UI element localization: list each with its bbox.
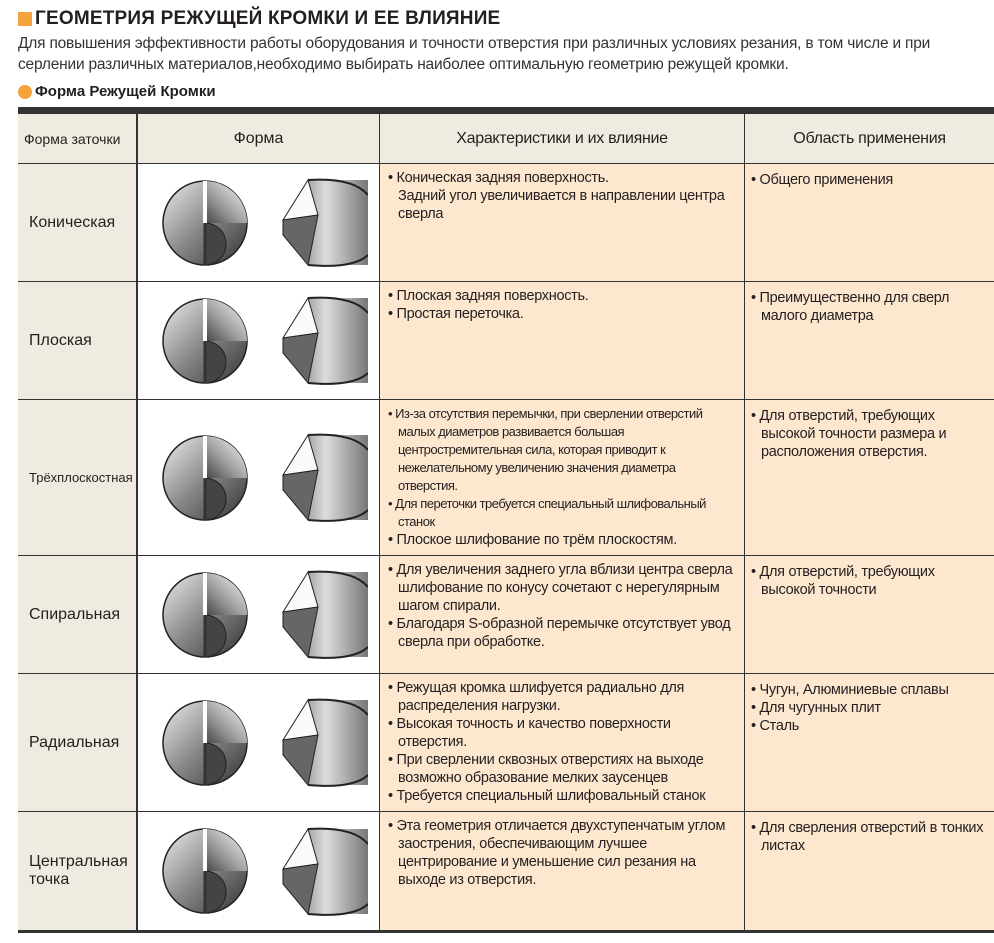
shape-illustration (138, 282, 380, 399)
shape-name: Спиральная (18, 556, 138, 673)
table-header: Форма заточки Форма Характеристики и их … (18, 114, 994, 164)
characteristics-cell: • Плоская задняя поверхность. • Простая п… (380, 282, 745, 399)
shape-illustration (138, 812, 380, 930)
application-cell: • Для сверления отверстий в тонких листа… (745, 812, 994, 930)
drill-side-view-icon (282, 296, 368, 385)
table-row: Спиральная • Для увеличения заднего угла … (18, 556, 994, 674)
page-title: ГЕОМЕТРИЯ РЕЖУЩЕЙ КРОМКИ И ЕЕ ВЛИЯНИЕ (18, 7, 994, 31)
characteristics-cell: • Коническая задняя поверхность. Задний у… (380, 164, 745, 281)
shape-illustration (138, 674, 380, 811)
table-row: Коническая • Коническая задняя поверхност… (18, 164, 994, 282)
characteristic-item: • Плоская задняя поверхность. (388, 288, 589, 304)
application-cell: • Преимущественно для сверл малого диаме… (745, 282, 994, 399)
drill-front-view-icon (162, 179, 248, 266)
header-cell: Форма (138, 114, 380, 163)
characteristic-item: • Для переточки требуется специальный шл… (388, 496, 706, 529)
characteristic-item: • Из-за отсутствия перемычки, при сверле… (388, 406, 703, 493)
section-subtitle: Форма Режущей Кромки (18, 83, 994, 101)
shape-illustration (138, 556, 380, 673)
circle-bullet-icon (18, 85, 32, 99)
table-body: Коническая • Коническая задняя поверхност… (18, 164, 994, 930)
cutting-edge-table: Форма заточки Форма Характеристики и их … (18, 107, 994, 933)
subtitle-text: Форма Режущей Кромки (35, 83, 216, 100)
characteristic-item: Задний угол увеличивается в направлении … (398, 188, 725, 222)
application-cell: • Чугун, Алюминиевые сплавы • Для чугунны… (745, 674, 994, 811)
table-row: Радиальная • Режущая кромка шлифуется рад… (18, 674, 994, 812)
characteristic-item: • Высокая точность и качество поверхност… (388, 716, 671, 750)
characteristic-item: • Эта геометрия отличается двухступенчат… (388, 818, 726, 888)
table-row: Центральная точка • Эта геометрия отличае… (18, 812, 994, 930)
application-item: • Чугун, Алюминиевые сплавы (751, 682, 949, 698)
shape-name: Плоская (18, 282, 138, 399)
drill-front-view-icon (162, 571, 248, 658)
drill-front-view-icon (162, 828, 248, 914)
characteristic-item: • Коническая задняя поверхность. (388, 170, 609, 186)
square-bullet-icon (18, 12, 32, 26)
shape-name: Центральная точка (18, 812, 138, 930)
drill-side-view-icon (282, 698, 368, 787)
shape-name: Радиальная (18, 674, 138, 811)
drill-side-view-icon (282, 570, 368, 659)
characteristic-item: • Для увеличения заднего угла вблизи цен… (388, 562, 733, 614)
application-cell: • Для отверстий, требующих высокой точно… (745, 400, 994, 555)
shape-name: Трёхплоскостная (18, 400, 138, 555)
title-text: ГЕОМЕТРИЯ РЕЖУЩЕЙ КРОМКИ И ЕЕ ВЛИЯНИЕ (35, 8, 501, 29)
drill-front-view-icon (162, 297, 248, 384)
characteristics-cell: • Из-за отсутствия перемычки, при сверле… (380, 400, 745, 555)
application-cell: • Общего применения (745, 164, 994, 281)
drill-side-view-icon (282, 178, 368, 267)
characteristics-cell: • Для увеличения заднего угла вблизи цен… (380, 556, 745, 673)
application-item: • Для чугунных плит (751, 700, 881, 716)
shape-illustration (138, 400, 380, 555)
table-row: Плоская • Плоская задняя поверхность. • Пр… (18, 282, 994, 400)
drill-side-view-icon (282, 433, 368, 522)
drill-front-view-icon (162, 434, 248, 521)
characteristic-item: • Благодаря S-образной перемычке отсутст… (388, 616, 731, 650)
application-item: • Для сверления отверстий в тонких листа… (751, 820, 984, 854)
header-cell: Характеристики и их влияние (380, 114, 745, 163)
drill-front-view-icon (162, 699, 248, 786)
application-item: • Для отверстий, требующих высокой точно… (751, 564, 935, 598)
application-item: • Преимущественно для сверл малого диаме… (751, 290, 950, 324)
characteristics-cell: • Режущая кромка шлифуется радиально для… (380, 674, 745, 811)
table-row: Трёхплоскостная • Из-за отсутствия перемы… (18, 400, 994, 556)
drill-side-view-icon (282, 827, 368, 916)
characteristic-item: • Требуется специальный шлифовальный ста… (388, 788, 706, 804)
header-cell: Область применения (745, 114, 994, 163)
characteristic-item: • При сверлении сквозных отверстиях на в… (388, 752, 704, 786)
application-cell: • Для отверстий, требующих высокой точно… (745, 556, 994, 673)
header-cell: Форма заточки (18, 114, 138, 163)
application-item: • Для отверстий, требующих высокой точно… (751, 408, 947, 460)
characteristic-item: • Простая переточка. (388, 306, 524, 322)
intro-text: Для повышения эффективности работы обору… (18, 35, 931, 73)
characteristic-item: • Плоское шлифование по трём плоскостям. (388, 532, 677, 548)
application-item: • Сталь (751, 718, 800, 734)
characteristic-item: • Режущая кромка шлифуется радиально для… (388, 680, 685, 714)
application-item: • Общего применения (751, 172, 893, 188)
shape-illustration (138, 164, 380, 281)
characteristics-cell: • Эта геометрия отличается двухступенчат… (380, 812, 745, 930)
shape-name: Коническая (18, 164, 138, 281)
